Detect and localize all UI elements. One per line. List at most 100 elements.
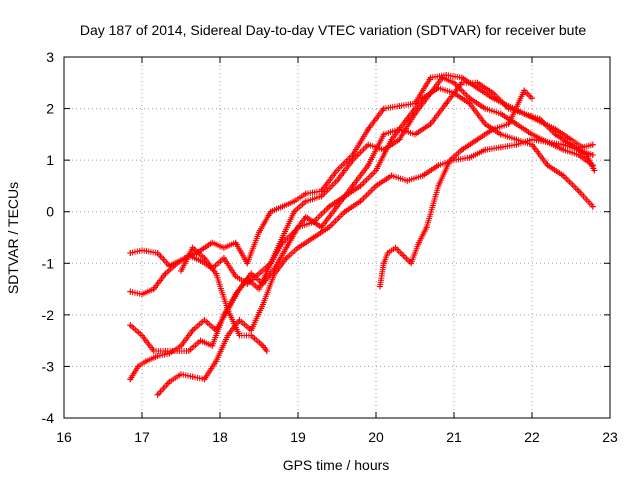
x-tick-label: 22 xyxy=(524,429,540,445)
data-point xyxy=(326,224,333,231)
x-tick-label: 20 xyxy=(368,429,384,445)
data-point xyxy=(349,182,356,189)
data-point xyxy=(443,100,450,107)
data-point xyxy=(248,332,255,339)
data-point xyxy=(466,154,473,161)
series-track-6 xyxy=(178,244,270,354)
data-point xyxy=(334,177,340,184)
data-point xyxy=(435,162,442,169)
y-tick-label: 0 xyxy=(46,204,54,220)
data-point xyxy=(259,342,266,349)
data-point xyxy=(458,74,465,81)
data-point xyxy=(267,260,274,267)
data-point xyxy=(419,95,426,102)
data-point xyxy=(135,363,142,370)
data-point xyxy=(189,327,196,334)
data-point xyxy=(412,131,418,138)
data-point xyxy=(400,252,407,259)
data-point xyxy=(162,348,169,354)
data-point xyxy=(427,121,434,127)
data-point xyxy=(373,182,379,189)
data-point xyxy=(283,244,290,251)
data-point xyxy=(505,105,512,112)
data-point xyxy=(224,306,231,313)
series-track-5 xyxy=(154,136,596,398)
data-point xyxy=(560,146,567,153)
data-point xyxy=(341,193,348,200)
data-point xyxy=(396,136,403,143)
data-point xyxy=(482,121,489,127)
x-axis-label: GPS time / hours xyxy=(283,457,390,473)
data-point xyxy=(248,270,255,277)
data-point xyxy=(466,95,473,102)
data-point xyxy=(529,141,535,148)
data-point xyxy=(380,260,387,267)
data-point xyxy=(560,141,567,148)
y-tick-label: -1 xyxy=(42,255,55,271)
data-point xyxy=(197,257,204,264)
data-point xyxy=(490,126,496,133)
data-point xyxy=(575,188,582,195)
data-point xyxy=(127,250,134,256)
data-point xyxy=(458,146,465,153)
data-point xyxy=(529,131,535,138)
series-track-7 xyxy=(376,87,535,290)
data-point xyxy=(513,136,520,143)
data-point xyxy=(178,268,184,274)
data-point xyxy=(150,348,157,354)
data-point xyxy=(127,376,134,383)
data-point xyxy=(376,283,383,290)
data-point xyxy=(236,332,243,339)
data-point xyxy=(474,136,481,143)
data-point xyxy=(263,348,270,354)
data-point xyxy=(295,224,301,231)
data-point xyxy=(220,244,227,251)
data-point xyxy=(423,224,430,231)
data-point xyxy=(232,273,239,280)
data-point xyxy=(365,162,372,169)
data-point xyxy=(451,79,457,86)
data-point xyxy=(435,182,442,189)
data-point xyxy=(451,90,457,97)
data-point xyxy=(404,115,411,122)
data-point xyxy=(232,239,239,246)
data-point xyxy=(139,332,145,339)
y-tick-label: -4 xyxy=(42,410,55,426)
data-point xyxy=(544,139,551,146)
data-point xyxy=(536,115,543,122)
data-point xyxy=(529,136,535,143)
data-point xyxy=(552,131,559,138)
data-point xyxy=(310,219,317,225)
data-point xyxy=(244,260,251,267)
data-point xyxy=(256,229,262,236)
data-point xyxy=(415,239,422,246)
data-point xyxy=(589,203,596,210)
data-point xyxy=(373,167,379,174)
y-tick-label: 2 xyxy=(46,101,54,117)
data-point xyxy=(224,332,231,339)
data-point xyxy=(435,84,442,91)
data-point xyxy=(142,358,149,365)
y-tick-label: -2 xyxy=(42,307,55,323)
data-point xyxy=(513,121,520,127)
data-point xyxy=(505,121,512,127)
series-track-2 xyxy=(127,74,596,298)
data-point xyxy=(166,378,173,385)
data-point xyxy=(380,131,387,138)
data-point xyxy=(349,157,356,164)
data-point xyxy=(575,152,582,158)
data-point xyxy=(236,286,243,293)
data-point xyxy=(589,141,596,148)
data-point xyxy=(419,172,426,179)
data-point xyxy=(197,337,204,344)
data-point xyxy=(283,255,290,262)
data-point xyxy=(154,391,161,398)
data-point xyxy=(318,224,325,231)
data-point xyxy=(127,322,134,329)
data-series xyxy=(127,72,598,398)
data-point xyxy=(529,95,535,102)
data-point xyxy=(213,327,220,334)
x-tick-label: 19 xyxy=(290,429,306,445)
data-point xyxy=(447,157,454,164)
